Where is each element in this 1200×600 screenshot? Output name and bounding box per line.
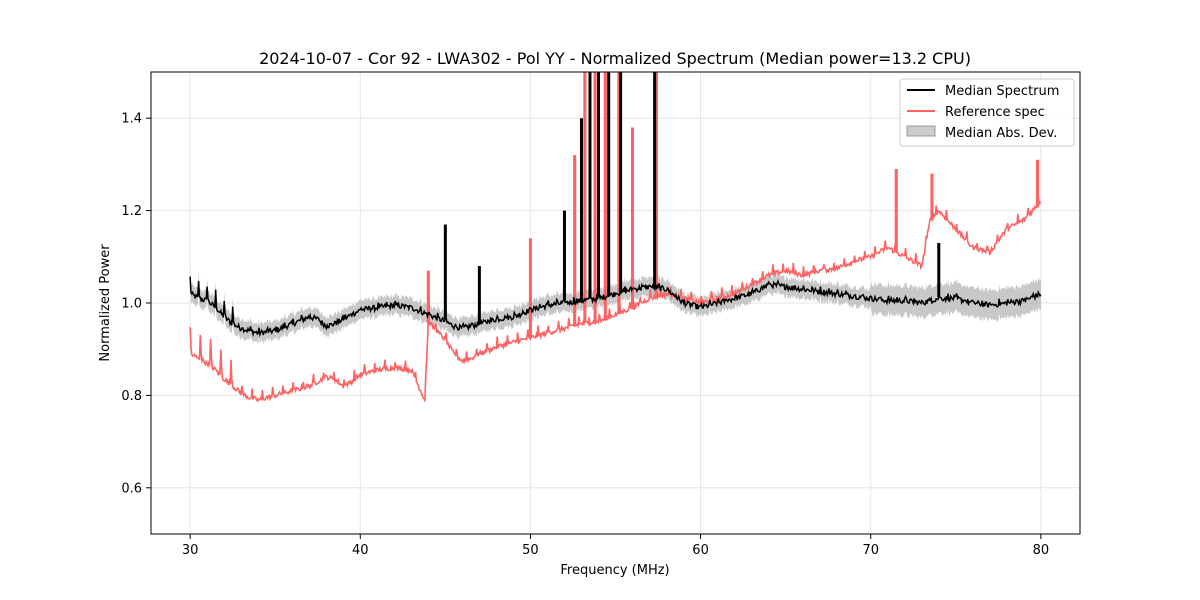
y-tick-label: 1.2 [121,204,142,219]
plot-area [189,72,1042,403]
x-axis-label: Frequency (MHz) [560,563,669,578]
y-tick-label: 1.4 [121,112,142,127]
x-tick-label: 60 [692,543,709,558]
legend-median-label: Median Spectrum [945,84,1059,99]
median-spectrum-line [189,276,1042,338]
x-ticks: 30 40 50 60 70 80 [182,534,1049,558]
median-spectrum-layer [189,72,1042,338]
mad-band [190,267,1041,345]
x-tick-label: 80 [1033,543,1050,558]
x-tick-label: 50 [522,543,539,558]
x-tick-label: 70 [862,543,879,558]
legend-mad-label: Median Abs. Dev. [945,126,1057,141]
legend-box [899,78,1075,147]
x-tick-label: 30 [182,543,199,558]
chart-title: 2024-10-07 - Cor 92 - LWA302 - Pol YY - … [259,49,971,68]
y-axis-label: Normalized Power [98,244,113,362]
y-tick-label: 0.8 [121,389,142,404]
mad-band-layer [190,267,1041,345]
reference-spectrum-line [189,196,1042,403]
y-ticks: 0.6 0.8 1.0 1.2 1.4 [121,112,151,496]
legend-mad-swatch [906,125,936,137]
y-tick-label: 1.0 [121,297,142,312]
x-tick-label: 40 [352,543,369,558]
legend: Median Spectrum Reference spec Median Ab… [899,78,1075,147]
y-tick-label: 0.6 [121,481,142,496]
legend-reference-label: Reference spec [945,105,1045,120]
